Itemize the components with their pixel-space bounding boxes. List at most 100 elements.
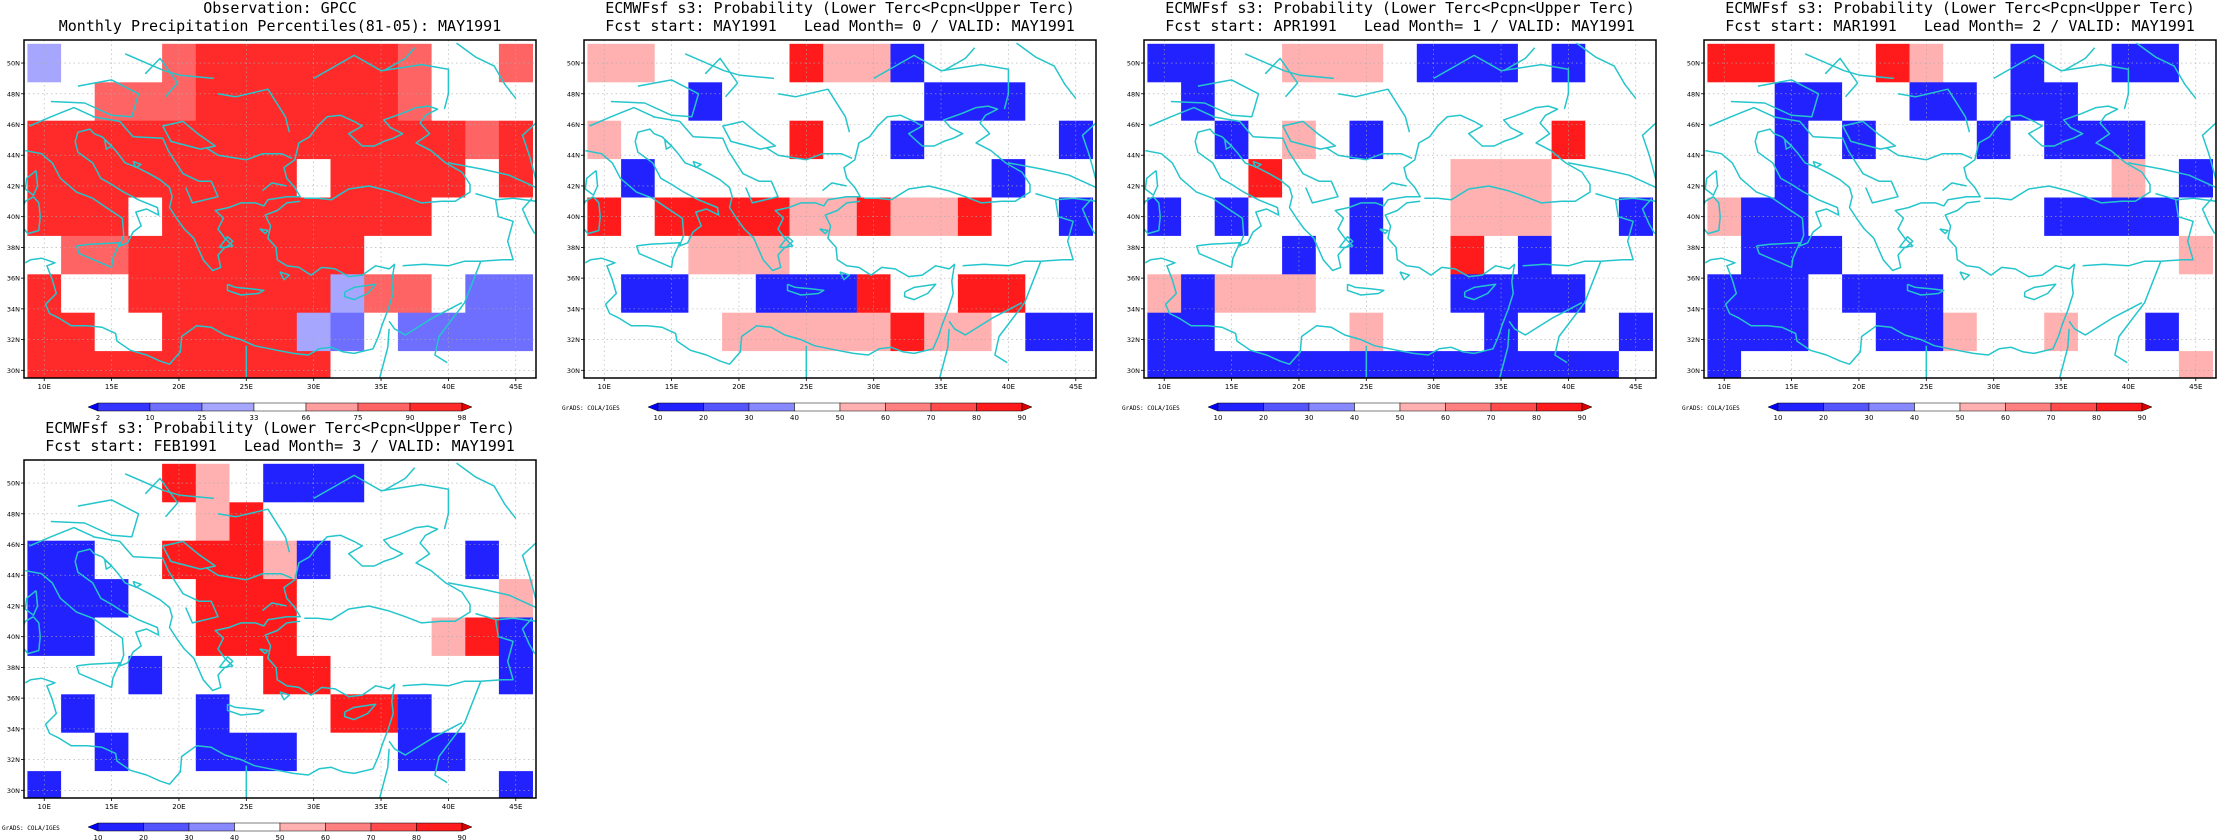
grid-cell (1774, 235, 1809, 275)
coastline (994, 260, 1042, 364)
grid-cell (755, 159, 790, 198)
grid-cell (1058, 235, 1093, 275)
grid-cell (1618, 235, 1653, 275)
coastline (2155, 192, 2216, 203)
grid-cell (1450, 235, 1485, 275)
grid-cell (957, 197, 992, 237)
coastline (722, 120, 777, 150)
lat-tick-label: 32N (7, 336, 20, 344)
colorbar-segment (305, 402, 359, 412)
lat-tick-label: 38N (567, 244, 580, 252)
lat-tick-label: 50N (7, 60, 20, 68)
lat-tick-label: 46N (1687, 121, 1700, 129)
colorbar-segment (657, 402, 704, 412)
coastline (205, 146, 293, 161)
grid-cell (1875, 197, 1910, 237)
grid-cell (61, 694, 96, 734)
coastline (943, 47, 976, 72)
lat-tick-label: 50N (7, 480, 20, 488)
grid-cell (330, 617, 365, 657)
grid-cell (1025, 351, 1060, 379)
grid-cell (162, 732, 197, 772)
grid-cell (94, 655, 129, 695)
grid-cell (789, 235, 824, 275)
grid-cell (263, 694, 298, 734)
grid-cell (890, 159, 925, 198)
grid-cell (587, 235, 622, 275)
coastline (343, 283, 377, 301)
colorbar-segment (188, 822, 235, 832)
grid-cell (1282, 159, 1317, 198)
grid-cell (162, 579, 197, 618)
grid-cell (263, 655, 298, 695)
coastline (1282, 120, 1337, 150)
grid-cell (890, 197, 925, 237)
grid-cell (229, 579, 264, 618)
grid-cell (587, 312, 622, 352)
colorbar-segment (1207, 402, 1219, 412)
coastline (313, 474, 450, 530)
colorbar: 10 20 30 40 50 60 70 80 90 (87, 822, 473, 840)
grid-cell (1450, 159, 1485, 198)
coastline (664, 139, 673, 150)
grid-cell (263, 312, 298, 352)
colorbar-label: 10 (1214, 414, 1223, 422)
grid-cell (1315, 351, 1350, 379)
panel-title: ECMWFsf s3: Probability (Lower Terc<Pcpn… (605, 0, 1075, 17)
grid-cell (1484, 235, 1519, 275)
lon-tick-label: 10E (38, 803, 51, 811)
grid-cell (195, 463, 230, 503)
lat-tick-label: 42N (7, 182, 20, 190)
grid-cell (1875, 274, 1910, 314)
grid-cell (1181, 235, 1216, 275)
grid-cell (162, 502, 197, 542)
map-frame (23, 459, 537, 799)
grid-cell (465, 120, 500, 160)
grid-cell (755, 197, 790, 237)
colorbar-segment (1490, 402, 1537, 412)
grid-cell (229, 655, 264, 695)
colorbar-label: 30 (1305, 414, 1314, 422)
grid-cell (128, 235, 163, 275)
colorbar-label: 98 (458, 414, 467, 422)
coastline (25, 548, 160, 667)
grid-cell (1450, 43, 1485, 83)
grid-cell (195, 351, 230, 379)
coastline (218, 655, 234, 669)
coastline (822, 182, 847, 192)
coastline (50, 79, 140, 118)
grid-cell (330, 120, 365, 160)
grid-cell (263, 43, 298, 83)
lat-tick-label: 34N (567, 305, 580, 313)
grid-cell (229, 732, 264, 772)
coastline (162, 120, 217, 150)
colorbar-segment (703, 402, 750, 412)
grid-cell (856, 159, 891, 198)
grid-cell (1741, 235, 1776, 275)
colorbar-label: 20 (139, 834, 148, 840)
coastline (124, 473, 215, 500)
grid-cell (128, 771, 163, 799)
coastline (1145, 128, 1280, 247)
grid-cell (1484, 82, 1519, 122)
grid-cell (2077, 197, 2112, 237)
coastline (1641, 197, 1656, 234)
coastline (24, 620, 396, 785)
panel-forecast-lead3: ECMWFsf s3: Probability (Lower Terc<Pcpn… (0, 420, 560, 840)
grid-cell (1517, 235, 1552, 275)
grid-cell (957, 235, 992, 275)
grid-cell (1248, 274, 1283, 314)
grid-cell (1517, 43, 1552, 83)
grid-cell (755, 82, 790, 122)
grid-cell (1383, 43, 1418, 83)
grid-cell (924, 312, 959, 352)
grid-cell (263, 274, 298, 314)
grid-cell (1214, 274, 1249, 314)
grid-cell (1808, 235, 1843, 275)
colorbar-segment (1581, 402, 1593, 412)
lat-tick-label: 38N (1127, 244, 1140, 252)
grid-cell (2077, 159, 2112, 198)
grid-cell (498, 312, 533, 352)
grid-cell (397, 351, 432, 379)
colorbar-segment (1021, 402, 1033, 412)
